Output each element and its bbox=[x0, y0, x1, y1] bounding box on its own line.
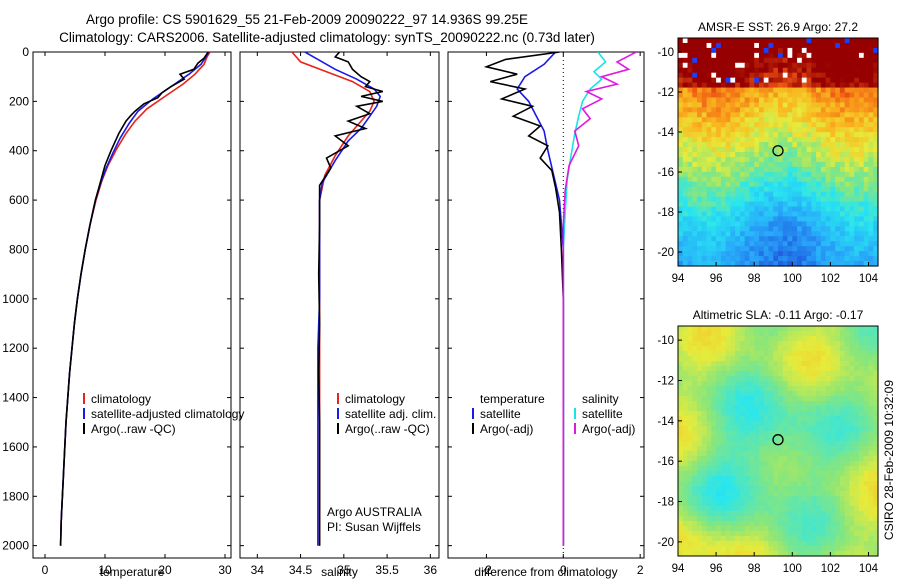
sla-map-xtick-label: 96 bbox=[710, 563, 723, 575]
sla-map-ytick-label: -12 bbox=[657, 375, 674, 387]
salinity-series-line bbox=[304, 52, 382, 546]
temperature-series-line bbox=[59, 52, 210, 546]
temperature-legend-label: Argo(..raw -QC) bbox=[91, 422, 176, 436]
sst-map-title: AMSR-E SST: 26.9 Argo: 27.2 bbox=[698, 20, 858, 34]
sst-map-frame bbox=[677, 37, 879, 267]
temperature-legend-label: satellite-adjusted climatology bbox=[91, 407, 244, 421]
depth-tick-label: 1200 bbox=[2, 341, 29, 355]
sst-map-ytick-label: -10 bbox=[657, 47, 674, 59]
difference-salinity-legend-label: satellite bbox=[582, 407, 623, 421]
figure-title-line1: Argo profile: CS 5901629_55 21-Feb-2009 … bbox=[86, 12, 528, 27]
difference-xtick-label: 2 bbox=[637, 563, 644, 577]
salinity-legend-label: satellite adj. clim. bbox=[345, 407, 436, 421]
argo-credit-annotation: PI: Susan Wijffels bbox=[327, 520, 421, 534]
depth-tick-label: 0 bbox=[22, 45, 29, 59]
depth-tick-label: 800 bbox=[9, 242, 29, 256]
difference-frame bbox=[447, 51, 645, 559]
salinity-xtick-label: 34.5 bbox=[289, 563, 313, 577]
temperature-xtick-label: 20 bbox=[158, 563, 172, 577]
difference-temperature-legend-label: Argo(-adj) bbox=[480, 422, 533, 436]
difference-xlabel: difference from climatology bbox=[474, 565, 617, 579]
difference-temperature-legend-label: satellite bbox=[480, 407, 521, 421]
sla-map-ytick-label: -10 bbox=[657, 335, 674, 347]
sst-map-xtick-label: 94 bbox=[672, 273, 685, 285]
difference-series-line bbox=[562, 52, 607, 546]
salinity-legend-label: climatology bbox=[345, 392, 405, 406]
sla-map-cells bbox=[678, 326, 879, 557]
temperature-frame bbox=[32, 51, 232, 559]
sla-map-ytick-label: -20 bbox=[657, 537, 674, 549]
temperature-xtick-label: 10 bbox=[98, 563, 112, 577]
sla-map-xtick-label: 94 bbox=[672, 563, 685, 575]
difference-series-line bbox=[483, 52, 565, 546]
temperature-xtick-label: 0 bbox=[42, 563, 49, 577]
sst-map-xtick-label: 102 bbox=[821, 273, 840, 285]
sla-map-xtick-label: 102 bbox=[821, 563, 840, 575]
sst-map-xtick-label: 104 bbox=[859, 273, 879, 285]
sst-map-ytick-label: -14 bbox=[657, 127, 674, 139]
salinity-xtick-label: 35.5 bbox=[375, 563, 399, 577]
difference-temperature-legend-label: temperature bbox=[480, 392, 545, 406]
salinity-legend-label: Argo(..raw -QC) bbox=[345, 422, 430, 436]
salinity-xtick-label: 36 bbox=[424, 563, 438, 577]
salinity-series-line bbox=[317, 52, 384, 546]
temperature-legend-label: climatology bbox=[91, 392, 151, 406]
sla-map-xtick-label: 104 bbox=[859, 563, 879, 575]
temperature-xtick-label: 30 bbox=[218, 563, 232, 577]
temperature-series-line bbox=[59, 52, 209, 546]
sst-map-cells bbox=[678, 38, 879, 267]
depth-tick-label: 200 bbox=[9, 94, 29, 108]
argo-float-marker bbox=[772, 434, 784, 446]
sla-map-xtick-label: 100 bbox=[783, 563, 802, 575]
sst-map-ytick-label: -18 bbox=[657, 207, 674, 219]
sst-map-ytick-label: -12 bbox=[657, 87, 674, 99]
depth-tick-label: 1000 bbox=[2, 292, 29, 306]
sst-map-ytick-label: -16 bbox=[657, 167, 674, 179]
sst-map-xtick-label: 100 bbox=[783, 273, 802, 285]
depth-tick-label: 1800 bbox=[2, 489, 29, 503]
sla-map-ytick-label: -18 bbox=[657, 497, 674, 509]
difference-salinity-legend-label: Argo(-adj) bbox=[582, 422, 635, 436]
difference-xtick-label: -2 bbox=[481, 563, 492, 577]
salinity-xtick-label: 35 bbox=[337, 563, 351, 577]
depth-tick-label: 2000 bbox=[2, 539, 29, 553]
salinity-frame bbox=[239, 51, 440, 559]
sst-map-ytick-label: -20 bbox=[657, 247, 674, 259]
sla-map-xtick-label: 98 bbox=[748, 563, 761, 575]
argo-float-marker bbox=[772, 145, 784, 157]
figure-title-line2: Climatology: CARS2006. Satellite-adjuste… bbox=[59, 30, 595, 45]
sla-map-ytick-label: -16 bbox=[657, 456, 674, 468]
temperature-xlabel: temperature bbox=[100, 565, 165, 579]
difference-salinity-legend-label: salinity bbox=[582, 392, 619, 406]
sst-map-xtick-label: 98 bbox=[748, 273, 761, 285]
salinity-xlabel: salinity bbox=[321, 565, 358, 579]
salinity-xtick-label: 34 bbox=[251, 563, 265, 577]
side-timestamp: CSIRO 28-Feb-2009 10:32:09 bbox=[882, 380, 896, 540]
depth-tick-label: 1600 bbox=[2, 440, 29, 454]
sla-map-title: Altimetric SLA: -0.11 Argo: -0.17 bbox=[693, 308, 864, 322]
difference-series-line bbox=[562, 52, 637, 546]
temperature-series-line bbox=[59, 52, 211, 546]
depth-tick-label: 400 bbox=[9, 144, 29, 158]
depth-tick-label: 1400 bbox=[2, 391, 29, 405]
sla-map-ytick-label: -14 bbox=[657, 416, 674, 428]
depth-tick-label: 600 bbox=[9, 193, 29, 207]
sla-map-frame bbox=[677, 325, 879, 557]
sst-map-xtick-label: 96 bbox=[710, 273, 723, 285]
argo-credit-annotation: Argo AUSTRALIA bbox=[327, 505, 422, 519]
difference-xtick-label: 0 bbox=[560, 563, 567, 577]
